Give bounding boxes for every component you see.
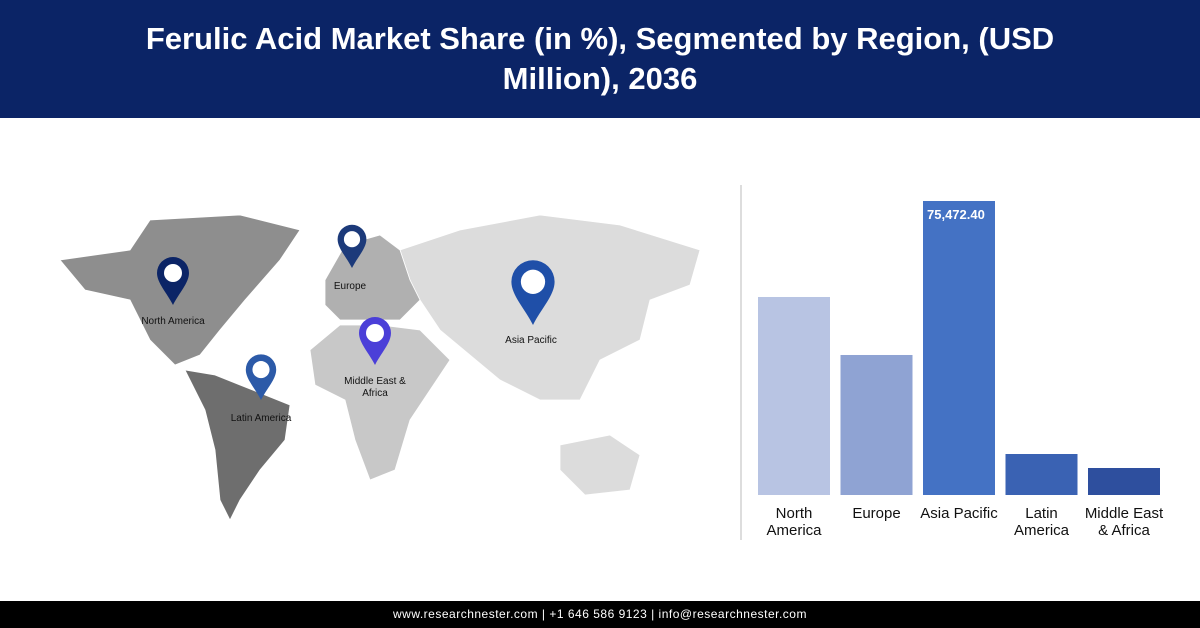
pin-dot [164, 264, 182, 282]
header: Ferulic Acid Market Share (in %), Segmen… [0, 0, 1200, 118]
pin-dot [366, 324, 384, 342]
map-pin [337, 224, 367, 268]
pin-dot [252, 361, 270, 379]
bar [758, 296, 830, 495]
map-label: Middle East & Africa [344, 376, 406, 399]
x-tick-label: Asia Pacific [920, 505, 998, 522]
map-label: North America [141, 316, 205, 327]
x-tick-label: Europe [852, 505, 901, 522]
map-label: Europe [333, 281, 367, 292]
bar [840, 354, 913, 495]
pin-dot [520, 269, 546, 294]
bar [923, 201, 995, 495]
map-pin [157, 257, 189, 305]
pin-dot [343, 231, 361, 248]
bar [1088, 468, 1160, 495]
map-label: Asia Pacific [505, 335, 557, 346]
map-label: Latin America [230, 413, 292, 424]
chart: 75,472.40 [740, 185, 1160, 540]
world-map [59, 214, 701, 521]
x-tick-label: Middle East & Africa [1084, 505, 1164, 539]
map-pin [359, 317, 391, 365]
map-pin [511, 260, 555, 325]
value-label: 75,472.40 [927, 207, 985, 222]
footer: www.researchnester.com | +1 646 586 9123… [0, 601, 1200, 628]
x-tick-label: North America [766, 505, 822, 539]
x-tick-label: Latin America [1013, 505, 1069, 539]
chart-title: Ferulic Acid Market Share (in %), Segmen… [145, 21, 1055, 96]
bar [1005, 454, 1078, 495]
map-pin [245, 354, 277, 400]
